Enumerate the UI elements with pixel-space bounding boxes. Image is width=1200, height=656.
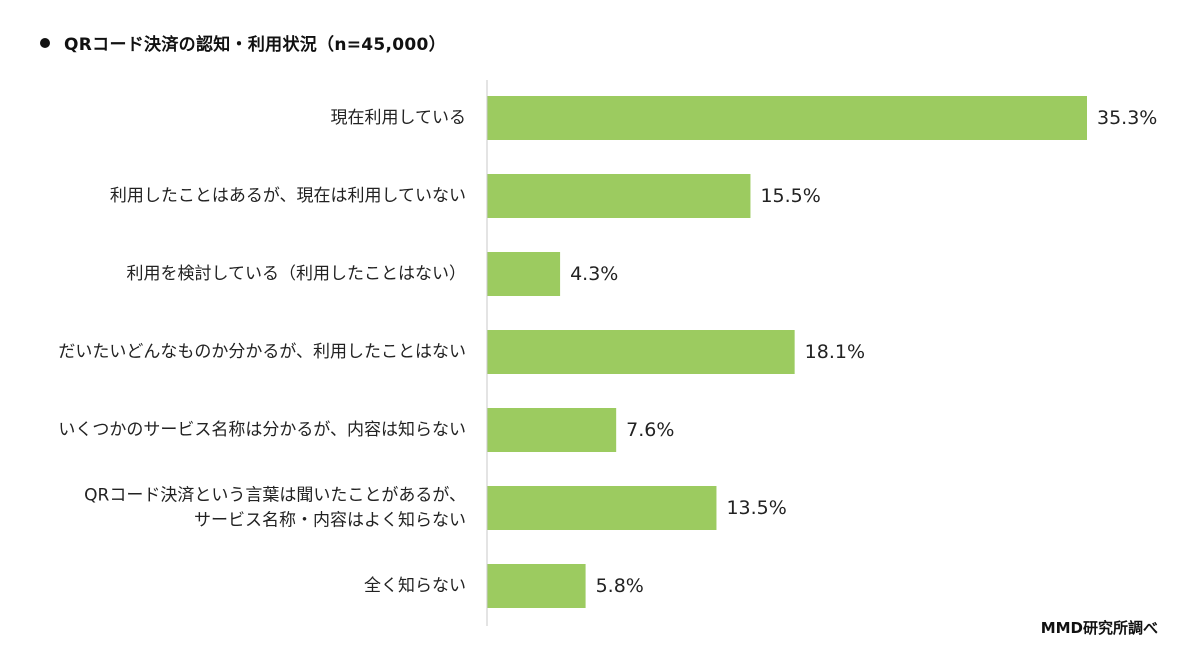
data-label: 13.5% bbox=[726, 497, 786, 519]
category-label: だいたいどんなものか分かるが、利用したことはない bbox=[58, 342, 466, 362]
data-label: 7.6% bbox=[626, 419, 674, 441]
bar bbox=[487, 330, 795, 374]
data-label: 18.1% bbox=[805, 341, 865, 363]
bar bbox=[487, 174, 751, 218]
category-label: 全く知らない bbox=[364, 576, 466, 596]
category-label: いくつかのサービス名称は分かるが、内容は知らない bbox=[58, 420, 466, 440]
category-label: 現在利用している bbox=[331, 108, 467, 128]
chart-title-text: QRコード決済の認知・利用状況（n=45,000） bbox=[64, 35, 446, 55]
data-label: 5.8% bbox=[596, 575, 644, 597]
bar bbox=[487, 486, 717, 530]
bar bbox=[487, 408, 617, 452]
data-label: 4.3% bbox=[570, 263, 618, 285]
category-label: 利用を検討している（利用したことはない） bbox=[127, 264, 467, 284]
source-note: MMD研究所調べ bbox=[1040, 619, 1158, 637]
category-label: サービス名称・内容はよく知らない bbox=[194, 511, 466, 531]
category-label: 利用したことはあるが、現在は利用していない bbox=[110, 186, 466, 206]
data-label: 35.3% bbox=[1097, 107, 1157, 129]
bullet-icon bbox=[40, 38, 50, 48]
data-label: 15.5% bbox=[760, 185, 820, 207]
category-label: QRコード決済という言葉は聞いたことがあるが、 bbox=[84, 486, 466, 506]
bar bbox=[487, 252, 561, 296]
bar bbox=[487, 564, 586, 608]
bar bbox=[487, 96, 1087, 140]
chart-title: QRコード決済の認知・利用状況（n=45,000） bbox=[40, 30, 446, 55]
